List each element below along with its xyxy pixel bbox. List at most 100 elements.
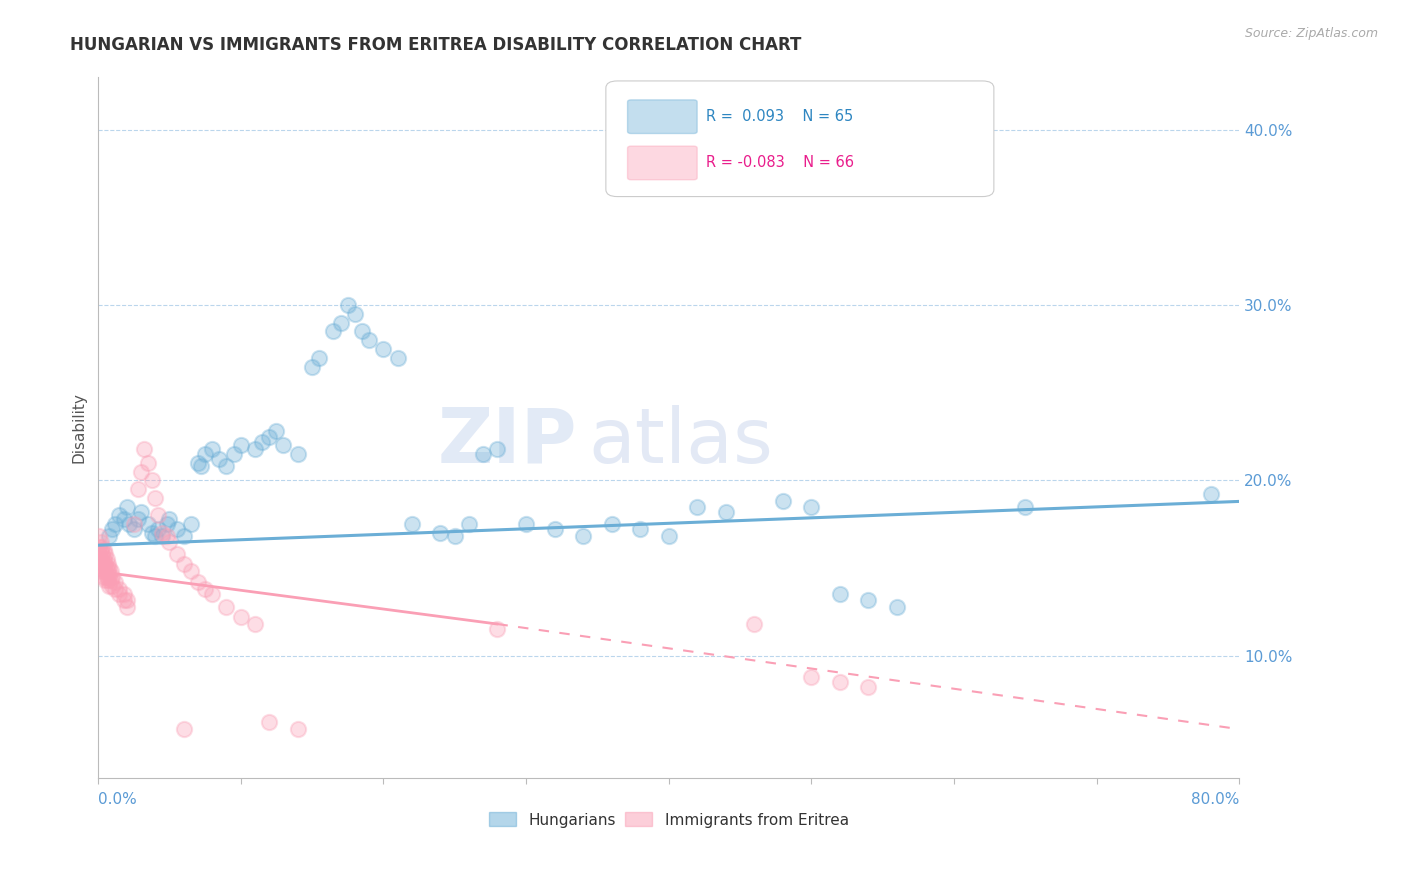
Point [104,517,127,532]
Point [229,610,252,624]
Text: 80.0%: 80.0% [1191,792,1239,807]
Text: 0.0%: 0.0% [98,792,136,807]
Point [373,342,395,356]
Point [115,599,138,614]
Point [336,298,359,312]
Point [458,517,481,532]
Point [108,587,131,601]
Point [350,325,373,339]
Point [429,525,451,540]
Point [94,565,117,579]
Point [187,574,209,589]
Point [98,578,121,592]
Point [100,574,122,588]
Point [208,452,231,467]
Point [91,558,114,572]
Point [329,316,352,330]
Point [201,587,224,601]
Point [308,351,330,365]
Point [118,517,141,532]
Point [243,442,266,456]
Point [94,547,117,561]
Point [90,543,112,558]
Point [628,523,651,537]
Point [443,529,465,543]
Point [243,617,266,632]
Point [486,623,509,637]
Text: atlas: atlas [589,405,773,479]
Point [96,561,118,575]
Point [100,565,122,579]
Point [93,543,115,558]
Point [222,447,245,461]
Point [772,494,794,508]
Point [90,534,112,549]
Point [800,670,823,684]
Point [322,325,344,339]
Point [166,547,188,561]
Point [194,447,217,461]
Point [180,565,202,579]
Point [115,500,138,514]
Point [800,500,823,514]
Point [136,517,159,532]
Point [886,599,908,614]
Point [89,552,111,566]
Point [97,558,120,572]
Point [150,525,173,540]
Point [146,523,169,537]
Point [257,715,280,730]
Point [122,517,145,532]
Point [132,442,155,456]
Point [104,582,127,596]
Point [101,570,124,584]
Point [229,438,252,452]
Point [1014,500,1036,514]
Point [150,529,173,543]
Point [287,447,309,461]
Point [828,587,851,601]
Point [486,442,509,456]
Point [101,578,124,592]
Point [129,505,152,519]
Point [115,592,138,607]
Point [515,517,537,532]
Point [127,512,149,526]
Point [91,565,114,579]
Point [686,500,709,514]
Point [98,529,121,543]
Point [173,558,195,572]
Text: ZIP: ZIP [437,405,578,479]
Point [828,674,851,689]
Point [108,508,131,523]
Point [94,574,117,588]
Point [143,529,166,543]
Point [97,574,120,588]
Point [387,351,409,365]
Point [472,447,495,461]
Text: Source: ZipAtlas.com: Source: ZipAtlas.com [1244,27,1378,40]
Point [108,582,131,596]
Point [157,512,180,526]
Point [98,561,121,575]
Point [89,529,111,543]
Point [141,474,163,488]
Point [190,459,212,474]
Point [112,587,135,601]
Point [90,561,112,575]
Point [146,508,169,523]
Point [187,456,209,470]
FancyBboxPatch shape [627,146,697,180]
Point [94,558,117,572]
Point [101,523,124,537]
Point [401,517,423,532]
Point [157,534,180,549]
Point [266,425,288,439]
Point [91,540,114,554]
Point [543,523,565,537]
Point [257,429,280,443]
Legend: Hungarians, Immigrants from Eritrea: Hungarians, Immigrants from Eritrea [482,806,855,834]
Point [93,561,115,575]
Point [96,552,118,566]
Point [155,529,177,543]
